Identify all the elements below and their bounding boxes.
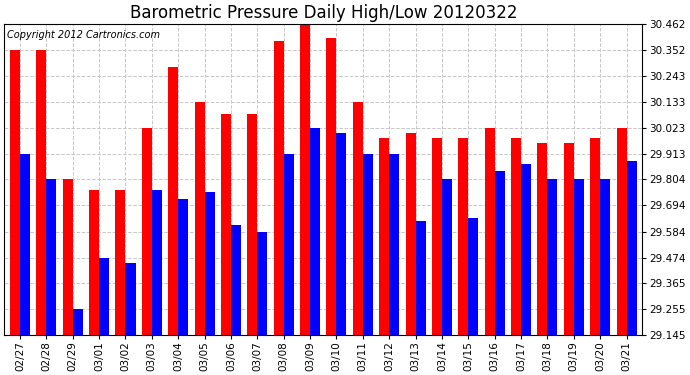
Bar xyxy=(363,154,373,335)
Bar xyxy=(46,180,57,335)
Bar xyxy=(617,128,627,335)
Bar xyxy=(257,231,267,335)
Text: Copyright 2012 Cartronics.com: Copyright 2012 Cartronics.com xyxy=(8,30,160,40)
Bar xyxy=(89,190,99,335)
Bar xyxy=(231,225,241,335)
Bar xyxy=(521,164,531,335)
Bar xyxy=(389,154,400,335)
Bar xyxy=(37,50,46,335)
Bar xyxy=(178,200,188,335)
Bar xyxy=(600,180,610,335)
Bar xyxy=(72,309,83,335)
Bar xyxy=(415,220,426,335)
Bar xyxy=(221,114,231,335)
Bar xyxy=(590,138,600,335)
Bar xyxy=(627,162,637,335)
Bar xyxy=(538,142,547,335)
Bar xyxy=(547,180,558,335)
Bar xyxy=(511,138,521,335)
Bar xyxy=(20,154,30,335)
Bar xyxy=(406,133,415,335)
Bar xyxy=(564,142,574,335)
Bar xyxy=(380,138,389,335)
Bar xyxy=(126,263,135,335)
Bar xyxy=(310,128,320,335)
Bar xyxy=(337,133,346,335)
Bar xyxy=(432,138,442,335)
Bar xyxy=(274,41,284,335)
Bar xyxy=(469,218,478,335)
Bar xyxy=(300,24,310,335)
Bar xyxy=(574,180,584,335)
Bar xyxy=(353,102,363,335)
Bar xyxy=(63,180,72,335)
Bar xyxy=(495,171,504,335)
Bar xyxy=(142,128,152,335)
Bar xyxy=(442,180,452,335)
Bar xyxy=(152,190,162,335)
Bar xyxy=(195,102,205,335)
Bar xyxy=(99,258,109,335)
Bar xyxy=(115,190,126,335)
Title: Barometric Pressure Daily High/Low 20120322: Barometric Pressure Daily High/Low 20120… xyxy=(130,4,517,22)
Bar xyxy=(458,138,469,335)
Bar xyxy=(168,67,178,335)
Bar xyxy=(284,154,294,335)
Bar xyxy=(205,192,215,335)
Bar xyxy=(10,50,20,335)
Bar xyxy=(484,128,495,335)
Bar xyxy=(247,114,257,335)
Bar xyxy=(326,38,337,335)
